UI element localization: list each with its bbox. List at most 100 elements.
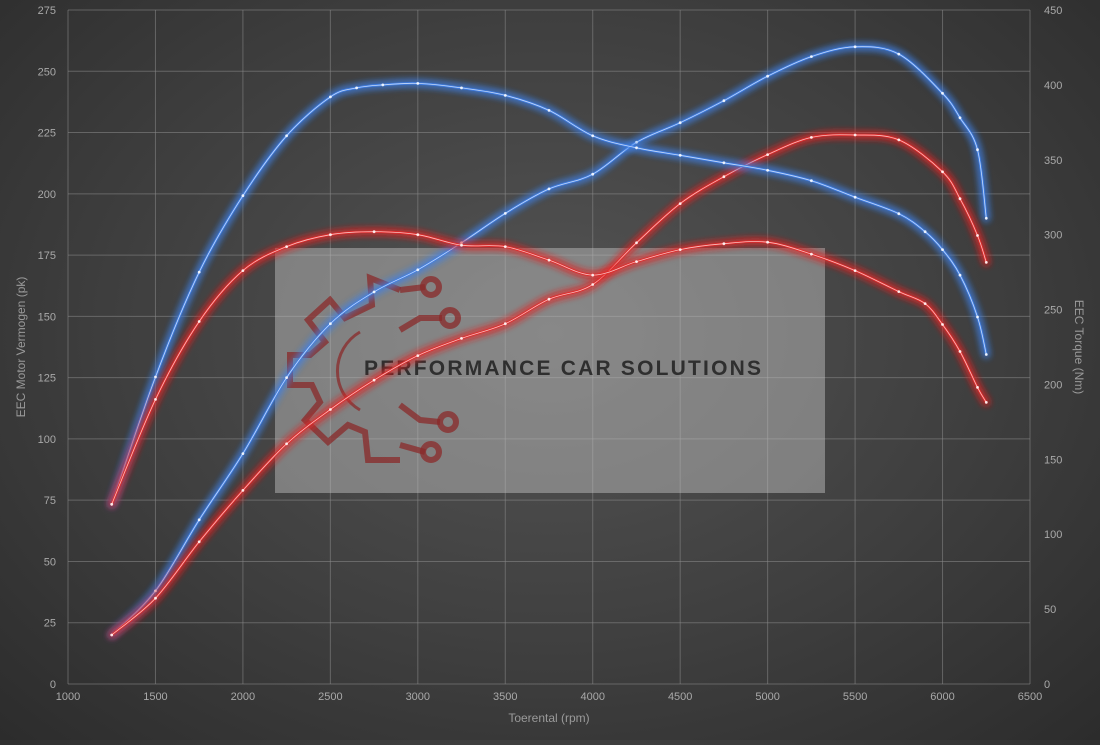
x-tick-label: 3000 bbox=[406, 691, 430, 703]
y-axis-right-label: EEC Torque (Nm) bbox=[1072, 300, 1086, 394]
data-point bbox=[416, 268, 420, 272]
data-point bbox=[591, 273, 595, 277]
data-point bbox=[110, 502, 114, 506]
data-point bbox=[897, 290, 901, 293]
x-tick-label: 6500 bbox=[1018, 691, 1042, 703]
data-point bbox=[416, 82, 420, 85]
data-point bbox=[766, 168, 769, 172]
series bbox=[108, 43, 990, 639]
x-tick-label: 2000 bbox=[231, 691, 255, 703]
y-tick-label-right: 100 bbox=[1044, 529, 1062, 541]
y-tick-label-left: 150 bbox=[38, 311, 56, 323]
data-point bbox=[503, 94, 507, 97]
data-point bbox=[923, 230, 927, 234]
data-point bbox=[547, 109, 551, 112]
data-point bbox=[722, 161, 726, 165]
y-tick-label-left: 75 bbox=[44, 495, 56, 507]
data-point bbox=[329, 408, 332, 411]
x-tick-label: 4500 bbox=[668, 691, 692, 703]
data-point bbox=[853, 195, 857, 199]
data-point bbox=[853, 45, 857, 49]
data-point bbox=[503, 245, 507, 249]
x-tick-label: 6000 bbox=[930, 691, 954, 703]
data-point bbox=[766, 74, 769, 78]
data-point bbox=[285, 245, 288, 249]
data-point bbox=[503, 212, 507, 215]
data-point bbox=[381, 83, 385, 87]
data-point bbox=[984, 261, 988, 264]
data-point bbox=[329, 95, 332, 99]
data-point bbox=[372, 230, 376, 234]
y-tick-label-left: 50 bbox=[44, 556, 56, 568]
data-point bbox=[591, 172, 595, 176]
data-point bbox=[241, 194, 245, 198]
data-point bbox=[329, 233, 332, 237]
data-point bbox=[241, 489, 245, 492]
data-point bbox=[722, 99, 726, 103]
y-tick-label-right: 0 bbox=[1044, 679, 1050, 691]
watermark: PERFORMANCE CAR SOLUTIONS bbox=[275, 248, 825, 493]
data-point bbox=[941, 91, 944, 95]
data-point bbox=[416, 233, 420, 237]
series-stock-power bbox=[108, 131, 990, 639]
x-tick-label: 1500 bbox=[143, 691, 167, 703]
y-tick-label-left: 200 bbox=[38, 189, 56, 201]
data-point bbox=[503, 322, 507, 326]
x-tick-label: 5000 bbox=[755, 691, 779, 703]
y-tick-label-left: 225 bbox=[38, 128, 56, 140]
y-tick-label-left: 100 bbox=[38, 434, 56, 446]
data-point bbox=[547, 258, 551, 262]
data-point bbox=[678, 202, 682, 206]
y-tick-label-left: 275 bbox=[38, 5, 56, 17]
watermark-text: PERFORMANCE CAR SOLUTIONS bbox=[364, 357, 763, 380]
x-tick-label: 5500 bbox=[843, 691, 867, 703]
data-point bbox=[329, 322, 332, 326]
data-point bbox=[766, 153, 769, 157]
data-point bbox=[984, 401, 988, 404]
data-point bbox=[810, 252, 813, 256]
data-point bbox=[941, 170, 944, 174]
data-point bbox=[154, 398, 157, 401]
data-point bbox=[197, 270, 201, 274]
data-point bbox=[984, 353, 988, 356]
data-point bbox=[241, 269, 245, 272]
data-point bbox=[810, 136, 813, 139]
data-point bbox=[460, 243, 463, 247]
data-point bbox=[285, 442, 288, 446]
data-point bbox=[722, 175, 726, 179]
y-tick-label-right: 150 bbox=[1044, 454, 1062, 466]
data-point bbox=[197, 320, 201, 323]
y-tick-label-right: 50 bbox=[1044, 604, 1056, 616]
data-point bbox=[941, 323, 944, 326]
data-point bbox=[416, 354, 420, 357]
data-point bbox=[285, 376, 288, 379]
y-axis-left-label: EEC Motor Vermogen (pk) bbox=[14, 277, 28, 418]
data-point bbox=[154, 375, 157, 379]
y-tick-label-left: 25 bbox=[44, 618, 56, 630]
axis-ticks: 1000 1500 2000 2500 3000 3500 4000 4500 5000 5500… bbox=[38, 5, 1063, 703]
x-tick-label: 4000 bbox=[580, 691, 604, 703]
y-tick-label-right: 300 bbox=[1044, 230, 1062, 242]
data-point bbox=[976, 148, 979, 152]
data-point bbox=[958, 350, 962, 353]
x-tick-label: 1000 bbox=[56, 691, 80, 703]
y-tick-label-right: 400 bbox=[1044, 80, 1062, 92]
y-tick-label-left: 125 bbox=[38, 373, 56, 385]
data-point bbox=[197, 540, 201, 544]
data-point bbox=[635, 146, 638, 150]
y-tick-label-left: 175 bbox=[38, 250, 56, 262]
data-point bbox=[958, 116, 962, 120]
data-point bbox=[110, 633, 114, 637]
data-point bbox=[372, 290, 376, 294]
x-tick-label: 3500 bbox=[493, 691, 517, 703]
data-point bbox=[678, 153, 682, 157]
data-point bbox=[547, 297, 551, 301]
data-point bbox=[154, 596, 157, 600]
data-point bbox=[635, 260, 638, 263]
data-point bbox=[591, 134, 595, 138]
data-point bbox=[976, 386, 979, 389]
data-point bbox=[810, 55, 813, 58]
data-point bbox=[984, 216, 988, 220]
